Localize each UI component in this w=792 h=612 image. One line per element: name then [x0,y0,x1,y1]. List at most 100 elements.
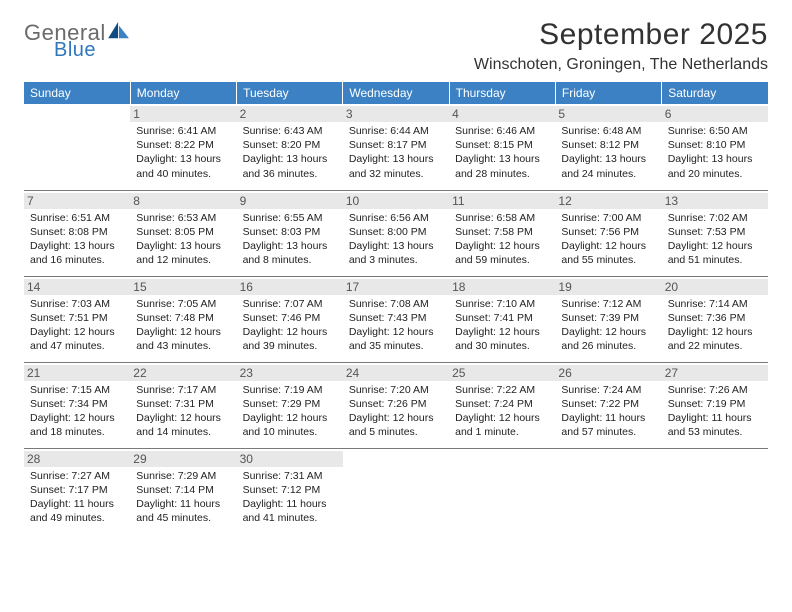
sunrise-text: Sunrise: 7:22 AM [455,383,549,397]
day-number: 5 [555,106,661,122]
sunrise-text: Sunrise: 7:14 AM [668,297,762,311]
calendar-cell: 25Sunrise: 7:22 AMSunset: 7:24 PMDayligh… [449,362,555,448]
daylight-text: Daylight: 11 hours and 45 minutes. [136,497,230,525]
sunrise-text: Sunrise: 7:10 AM [455,297,549,311]
calendar-cell: 14Sunrise: 7:03 AMSunset: 7:51 PMDayligh… [24,276,130,362]
calendar-cell: 15Sunrise: 7:05 AMSunset: 7:48 PMDayligh… [130,276,236,362]
sunset-text: Sunset: 8:03 PM [243,225,337,239]
sunset-text: Sunset: 7:36 PM [668,311,762,325]
sunrise-text: Sunrise: 7:17 AM [136,383,230,397]
day-number: 30 [237,451,343,467]
day-number: 23 [237,365,343,381]
sunrise-text: Sunrise: 6:44 AM [349,124,443,138]
calendar-week-row: 14Sunrise: 7:03 AMSunset: 7:51 PMDayligh… [24,276,768,362]
sunset-text: Sunset: 7:53 PM [668,225,762,239]
calendar-cell: 20 Sunrise: 7:14 AMSunset: 7:36 PMDayligh… [662,276,768,362]
day-details: Sunrise: 6:58 AMSunset: 7:58 PMDaylight:… [455,211,549,268]
day-details: Sunrise: 7:26 AMSunset: 7:19 PMDaylight:… [668,383,762,440]
day-header: Wednesday [343,82,449,104]
day-number: 4 [449,106,555,122]
sunrise-text: Sunrise: 6:51 AM [30,211,124,225]
calendar-cell [24,104,130,190]
day-details: Sunrise: 6:53 AMSunset: 8:05 PMDaylight:… [136,211,230,268]
sunset-text: Sunset: 7:34 PM [30,397,124,411]
day-number: 25 [449,365,555,381]
sunset-text: Sunset: 7:12 PM [243,483,337,497]
day-header: Monday [130,82,236,104]
daylight-text: Daylight: 13 hours and 40 minutes. [136,152,230,180]
daylight-text: Daylight: 12 hours and 47 minutes. [30,325,124,353]
day-details: Sunrise: 6:50 AMSunset: 8:10 PMDaylight:… [668,124,762,181]
day-details: Sunrise: 7:31 AMSunset: 7:12 PMDaylight:… [243,469,337,526]
sunrise-text: Sunrise: 7:02 AM [668,211,762,225]
title-block: September 2025 Winschoten, Groningen, Th… [474,18,768,74]
day-details: Sunrise: 6:43 AMSunset: 8:20 PMDaylight:… [243,124,337,181]
day-number: 7 [24,193,130,209]
sail-icon [108,22,130,40]
day-details: Sunrise: 7:15 AMSunset: 7:34 PMDaylight:… [30,383,124,440]
calendar-cell: 11Sunrise: 6:58 AMSunset: 7:58 PMDayligh… [449,190,555,276]
day-number: 6 [662,106,768,122]
sunrise-text: Sunrise: 7:24 AM [561,383,655,397]
day-details: Sunrise: 7:24 AMSunset: 7:22 PMDaylight:… [561,383,655,440]
day-number: 20 [662,279,768,295]
sunset-text: Sunset: 7:43 PM [349,311,443,325]
day-details: Sunrise: 7:00 AMSunset: 7:56 PMDaylight:… [561,211,655,268]
sunrise-text: Sunrise: 7:26 AM [668,383,762,397]
day-number [555,451,661,453]
daylight-text: Daylight: 12 hours and 22 minutes. [668,325,762,353]
sunrise-text: Sunrise: 6:55 AM [243,211,337,225]
day-number [343,451,449,453]
daylight-text: Daylight: 11 hours and 57 minutes. [561,411,655,439]
sunrise-text: Sunrise: 7:29 AM [136,469,230,483]
sunrise-text: Sunrise: 7:31 AM [243,469,337,483]
day-number: 26 [555,365,661,381]
sunrise-text: Sunrise: 7:08 AM [349,297,443,311]
day-details: Sunrise: 6:56 AMSunset: 8:00 PMDaylight:… [349,211,443,268]
day-details: Sunrise: 7:08 AMSunset: 7:43 PMDaylight:… [349,297,443,354]
calendar-cell: 1Sunrise: 6:41 AMSunset: 8:22 PMDaylight… [130,104,236,190]
daylight-text: Daylight: 12 hours and 55 minutes. [561,239,655,267]
calendar-cell: 10 Sunrise: 6:56 AMSunset: 8:00 PMDayligh… [343,190,449,276]
sunset-text: Sunset: 7:17 PM [30,483,124,497]
calendar-cell: 8Sunrise: 6:53 AMSunset: 8:05 PMDaylight… [130,190,236,276]
calendar-cell: 22Sunrise: 7:17 AMSunset: 7:31 PMDayligh… [130,362,236,448]
sunset-text: Sunset: 7:22 PM [561,397,655,411]
calendar-cell: 5Sunrise: 6:48 AMSunset: 8:12 PMDaylight… [555,104,661,190]
sunset-text: Sunset: 7:56 PM [561,225,655,239]
sunset-text: Sunset: 7:24 PM [455,397,549,411]
sunrise-text: Sunrise: 6:58 AM [455,211,549,225]
sunset-text: Sunset: 8:22 PM [136,138,230,152]
sunrise-text: Sunrise: 6:41 AM [136,124,230,138]
calendar-cell: 28Sunrise: 7:27 AMSunset: 7:17 PMDayligh… [24,448,130,534]
sunrise-text: Sunrise: 6:48 AM [561,124,655,138]
sunrise-text: Sunrise: 7:03 AM [30,297,124,311]
day-number: 18 [449,279,555,295]
sunrise-text: Sunrise: 6:46 AM [455,124,549,138]
calendar-cell: 9Sunrise: 6:55 AMSunset: 8:03 PMDaylight… [237,190,343,276]
sunset-text: Sunset: 8:10 PM [668,138,762,152]
day-number: 27 [662,365,768,381]
calendar-week-row: 21Sunrise: 7:15 AMSunset: 7:34 PMDayligh… [24,362,768,448]
calendar-cell: 19Sunrise: 7:12 AMSunset: 7:39 PMDayligh… [555,276,661,362]
day-header-row: Sunday Monday Tuesday Wednesday Thursday… [24,82,768,104]
sunrise-text: Sunrise: 7:19 AM [243,383,337,397]
day-number: 10 [343,193,449,209]
daylight-text: Daylight: 13 hours and 28 minutes. [455,152,549,180]
calendar-cell: 4 Sunrise: 6:46 AMSunset: 8:15 PMDaylight… [449,104,555,190]
sunset-text: Sunset: 7:58 PM [455,225,549,239]
day-details: Sunrise: 6:46 AMSunset: 8:15 PMDaylight:… [455,124,549,181]
day-details: Sunrise: 7:20 AMSunset: 7:26 PMDaylight:… [349,383,443,440]
day-details: Sunrise: 7:07 AMSunset: 7:46 PMDaylight:… [243,297,337,354]
daylight-text: Daylight: 12 hours and 43 minutes. [136,325,230,353]
sunset-text: Sunset: 8:08 PM [30,225,124,239]
day-details: Sunrise: 6:55 AMSunset: 8:03 PMDaylight:… [243,211,337,268]
header: General Blue September 2025 Winschoten, … [24,18,768,74]
day-number: 2 [237,106,343,122]
day-number: 13 [662,193,768,209]
sunrise-text: Sunrise: 6:53 AM [136,211,230,225]
day-number: 19 [555,279,661,295]
calendar-cell: 26 Sunrise: 7:24 AMSunset: 7:22 PMDayligh… [555,362,661,448]
calendar-cell: 17Sunrise: 7:08 AMSunset: 7:43 PMDayligh… [343,276,449,362]
sunrise-text: Sunrise: 7:12 AM [561,297,655,311]
